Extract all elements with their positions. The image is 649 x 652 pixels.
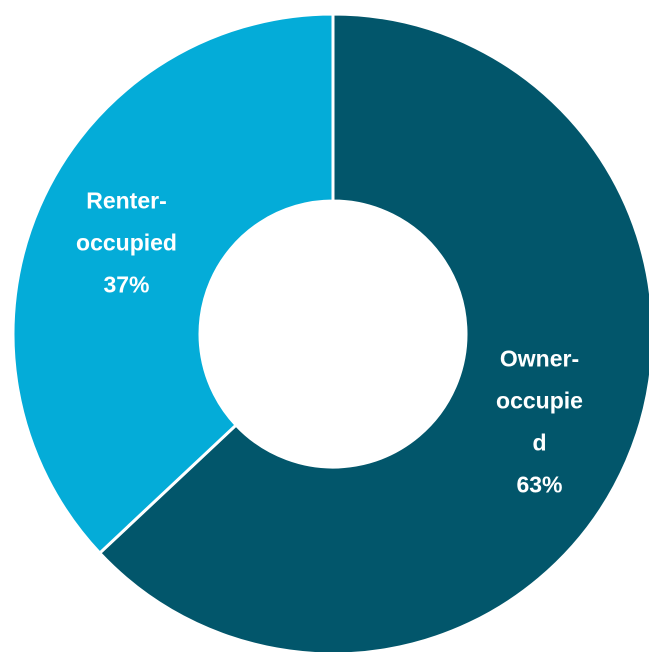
donut-slice <box>97 12 649 652</box>
value-label: 37% <box>103 272 149 298</box>
label-line: occupie <box>496 387 583 413</box>
slice-label: Owner-occupie d <box>496 345 583 455</box>
label-line: d <box>532 429 546 455</box>
label-line: occupied <box>76 230 177 256</box>
label-line: Renter- <box>86 188 167 214</box>
donut-slice <box>11 12 335 556</box>
label-line: Owner- <box>500 345 579 371</box>
value-label: 63% <box>516 471 562 497</box>
slice-label: Renter-occupied <box>76 188 177 256</box>
